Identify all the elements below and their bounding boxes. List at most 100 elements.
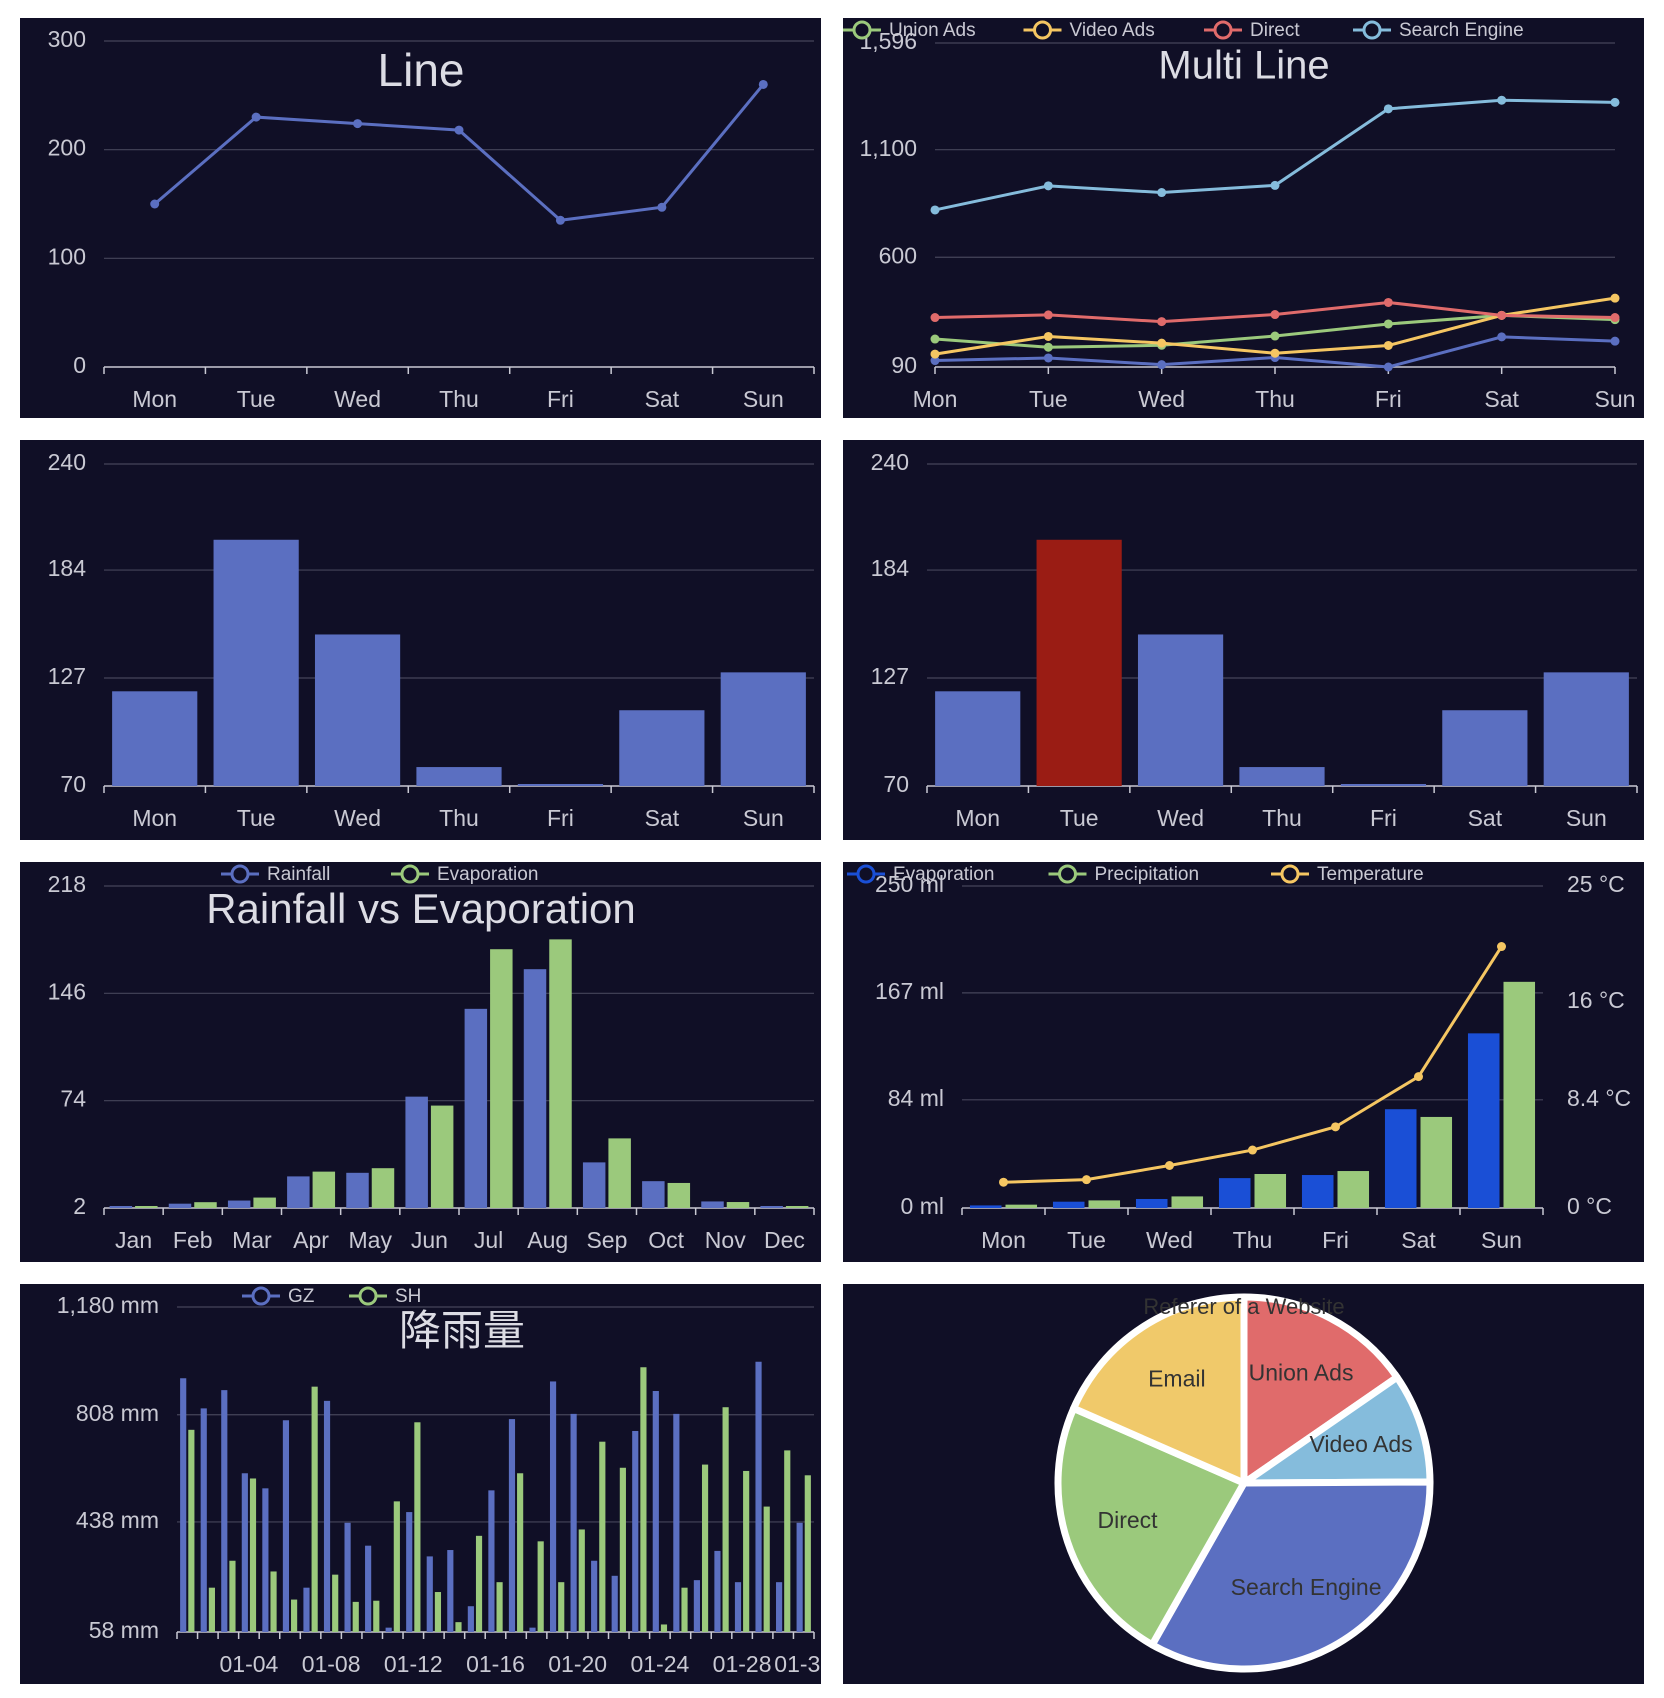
bar	[229, 1560, 236, 1632]
bar	[517, 784, 604, 786]
y-tick-label: 184	[48, 555, 87, 581]
y-tick-label: 240	[48, 449, 86, 475]
bar	[760, 1206, 783, 1208]
bar	[660, 1624, 668, 1632]
chart-title: Rainfall vs Evaporation	[206, 885, 636, 932]
chart-panel: 58 mm 438 mm 808 mm 1,180 mm 01-04 01-08 01-12…	[20, 1284, 821, 1684]
bar	[1036, 539, 1122, 786]
x-tick-label: Sun	[743, 386, 784, 412]
bar	[352, 1601, 359, 1632]
x-tick-label: Sun	[743, 805, 784, 831]
x-tick-label: 01-16	[466, 1651, 525, 1677]
bar	[640, 1367, 647, 1632]
point	[1610, 313, 1620, 323]
bar	[475, 1535, 483, 1632]
bar	[194, 1202, 217, 1208]
point	[251, 112, 261, 122]
x-tick-label: Tue	[1060, 805, 1099, 831]
bar	[652, 1391, 659, 1632]
y-tick-label: 146	[48, 978, 86, 1004]
y-tick-label: 100	[48, 243, 86, 269]
point	[1043, 181, 1053, 191]
pie-slice	[1240, 1293, 1401, 1487]
x-tick-label: Fri	[1375, 386, 1402, 412]
y-tick-label: 808 mm	[76, 1400, 159, 1426]
bar	[464, 1008, 488, 1208]
bar	[109, 1206, 133, 1208]
x-tick-label: Fri	[547, 386, 574, 412]
point	[930, 313, 940, 323]
slice-label: Direct	[1097, 1507, 1158, 1533]
legend-symbol	[1213, 20, 1233, 40]
point	[1610, 97, 1620, 107]
bar	[406, 1512, 413, 1632]
bar	[200, 1408, 207, 1632]
point	[1497, 95, 1507, 105]
bar	[517, 1473, 524, 1632]
bar	[549, 1381, 557, 1632]
pie-slice	[1054, 1404, 1248, 1649]
legend-symbol	[1280, 864, 1300, 884]
bar	[1137, 634, 1224, 786]
y-tick-label: 84 ml	[888, 1085, 944, 1111]
point	[1497, 942, 1506, 952]
y2-tick-label: 16 °C	[1567, 987, 1625, 1013]
point	[353, 119, 363, 129]
x-tick-label: Sat	[1484, 386, 1519, 412]
chart-panel: Union Ads Video Ads Search Engine Direct Ema…	[843, 1284, 1644, 1684]
x-tick-label: 01-20	[548, 1651, 607, 1677]
bar	[578, 1529, 585, 1632]
chart-panel: 70 127 184 240 Mon Tue Wed Thu Fri Sat Sun	[843, 440, 1644, 840]
bar	[632, 1430, 639, 1632]
x-tick-label: Jan	[115, 1227, 152, 1253]
bar	[426, 1556, 433, 1632]
legend-label: Evaporation	[437, 864, 538, 885]
bar	[720, 672, 806, 786]
y-tick-label: 127	[48, 663, 86, 689]
bar	[249, 1478, 257, 1632]
y-tick-label: 0	[73, 352, 86, 378]
point	[1043, 342, 1053, 352]
bar	[1384, 1109, 1417, 1208]
y-tick-label: 200	[48, 135, 86, 161]
point	[1383, 362, 1393, 372]
point	[657, 202, 667, 212]
x-tick-label: Fri	[1322, 1227, 1349, 1253]
bar	[508, 1419, 516, 1632]
y2-tick-label: 0 °C	[1567, 1193, 1612, 1219]
bar	[523, 969, 547, 1208]
bar	[312, 1171, 336, 1208]
bar	[673, 1413, 680, 1632]
bar	[346, 1172, 369, 1208]
x-tick-label: Sat	[645, 386, 680, 412]
x-tick-label: 01-31	[774, 1651, 821, 1677]
legend-label: SH	[395, 1286, 421, 1307]
slice-label: Video Ads	[1310, 1431, 1413, 1457]
bar	[1171, 1196, 1204, 1208]
point	[1610, 336, 1620, 346]
y-tick-label: 0 ml	[901, 1193, 944, 1219]
y-tick-label: 184	[871, 555, 910, 581]
bar	[405, 1096, 428, 1208]
x-tick-label: Tue	[1067, 1227, 1106, 1253]
bar	[1005, 1204, 1038, 1208]
legend-label: Rainfall	[267, 864, 330, 885]
legend-symbol	[1362, 20, 1382, 40]
legend-symbol	[1058, 864, 1077, 884]
bar	[287, 1176, 310, 1208]
point	[1610, 293, 1620, 303]
y-tick-label: 58 mm	[89, 1617, 159, 1643]
bar	[208, 1587, 215, 1632]
bar	[1135, 1198, 1168, 1208]
bar	[303, 1587, 310, 1632]
legend-label: Direct	[1250, 20, 1300, 41]
x-tick-label: Jun	[411, 1227, 448, 1253]
y-tick-label: 70	[60, 771, 86, 797]
x-tick-label: Fri	[1370, 805, 1397, 831]
bar	[496, 1582, 503, 1632]
bar	[371, 1168, 395, 1208]
legend-symbol	[358, 1286, 378, 1306]
bar	[282, 1420, 290, 1632]
